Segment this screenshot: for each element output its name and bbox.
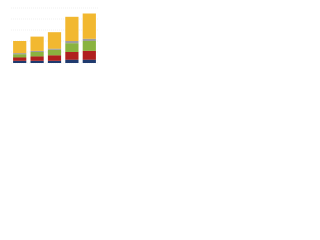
- chart: [11, 7, 98, 64]
- page: (() => { const data = JSON.parse(documen…: [0, 0, 320, 71]
- bar-segment: [13, 53, 27, 55]
- bar-segment: [82, 59, 96, 63]
- bar-segment: [47, 49, 62, 56]
- bar-segment: [82, 13, 96, 39]
- bar-segment: [47, 48, 62, 50]
- bar-segment: [65, 43, 79, 52]
- bar-segment: [13, 41, 27, 54]
- bar-segment: [65, 59, 79, 63]
- bar-segment: [13, 60, 27, 63]
- bar-segment: [30, 50, 44, 52]
- bar-segment: [30, 36, 44, 51]
- bar-segment: [47, 55, 62, 61]
- bar-segment: [65, 52, 79, 60]
- bar-segment: [82, 38, 96, 41]
- bar-segment: [13, 57, 27, 61]
- bar-segment: [65, 41, 79, 44]
- bar-segment: [30, 56, 44, 61]
- bar-segment: [82, 41, 96, 51]
- bar-segment: [30, 60, 44, 63]
- bar-segment: [13, 54, 27, 58]
- bar-segment: [47, 32, 62, 49]
- bar-segment: [47, 60, 62, 63]
- bar-segment: [65, 16, 79, 41]
- bar-segment: [30, 52, 44, 57]
- bar-segment: [82, 50, 96, 60]
